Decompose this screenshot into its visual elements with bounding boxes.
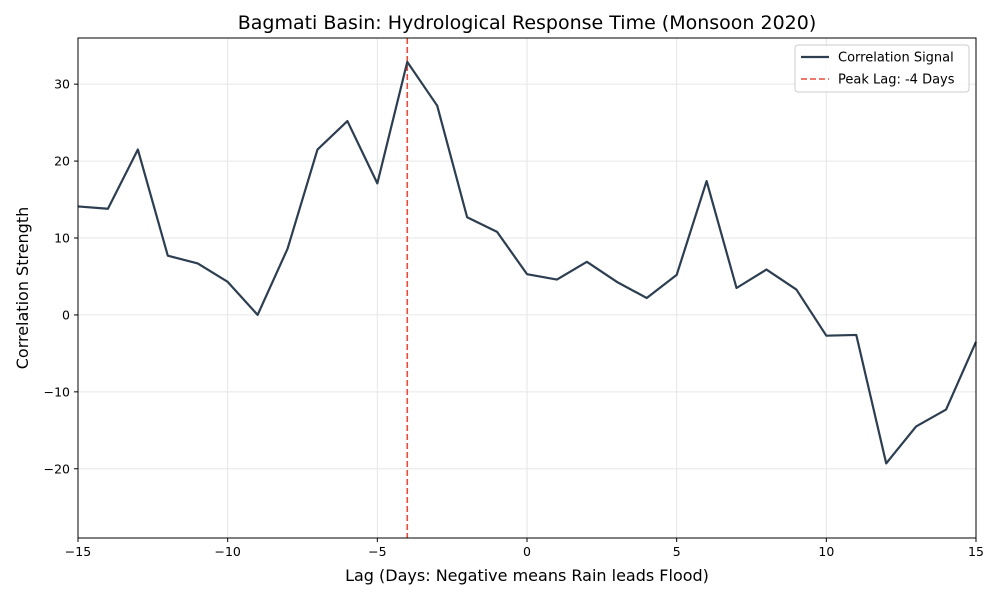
x-tick-label: −10	[214, 544, 240, 559]
y-tick-label: 0	[62, 307, 70, 322]
legend-box	[794, 44, 970, 93]
series-lines	[77, 60, 978, 465]
legend-item-correlation-signal: Correlation Signal	[801, 51, 954, 66]
y-tick-label: 30	[54, 77, 70, 92]
x-axis-ticks: −15 −10 −5 0 5 10 15	[65, 538, 984, 559]
legend-label: Peak Lag: -4 Days	[838, 73, 955, 88]
legend-label: Correlation Signal	[838, 51, 954, 66]
grid	[77, 38, 977, 538]
y-axis-ticks: −20 −10 0 10 20 30	[44, 77, 78, 476]
x-tick-label: 15	[968, 544, 984, 559]
legend: Correlation Signal Peak Lag: -4 Days	[794, 44, 970, 93]
x-tick-label: −5	[368, 544, 386, 559]
y-tick-label: −10	[44, 384, 70, 399]
chart-title: Bagmati Basin: Hydrological Response Tim…	[238, 12, 817, 34]
y-tick-label: 20	[54, 154, 70, 169]
legend-items: Correlation Signal Peak Lag: -4 Days	[801, 51, 955, 88]
legend-item-peak-lag: Peak Lag: -4 Days	[801, 73, 955, 88]
y-axis-title: Correlation Strength	[13, 207, 32, 370]
x-axis-title: Lag (Days: Negative means Rain leads Flo…	[345, 566, 709, 585]
x-tick-label: 10	[818, 544, 834, 559]
x-tick-label: 0	[523, 544, 531, 559]
y-tick-label: 10	[54, 231, 70, 246]
correlation-signal-line	[77, 60, 978, 465]
y-tick-label: −20	[44, 461, 70, 476]
x-tick-label: −15	[65, 544, 91, 559]
x-tick-label: 5	[673, 544, 681, 559]
